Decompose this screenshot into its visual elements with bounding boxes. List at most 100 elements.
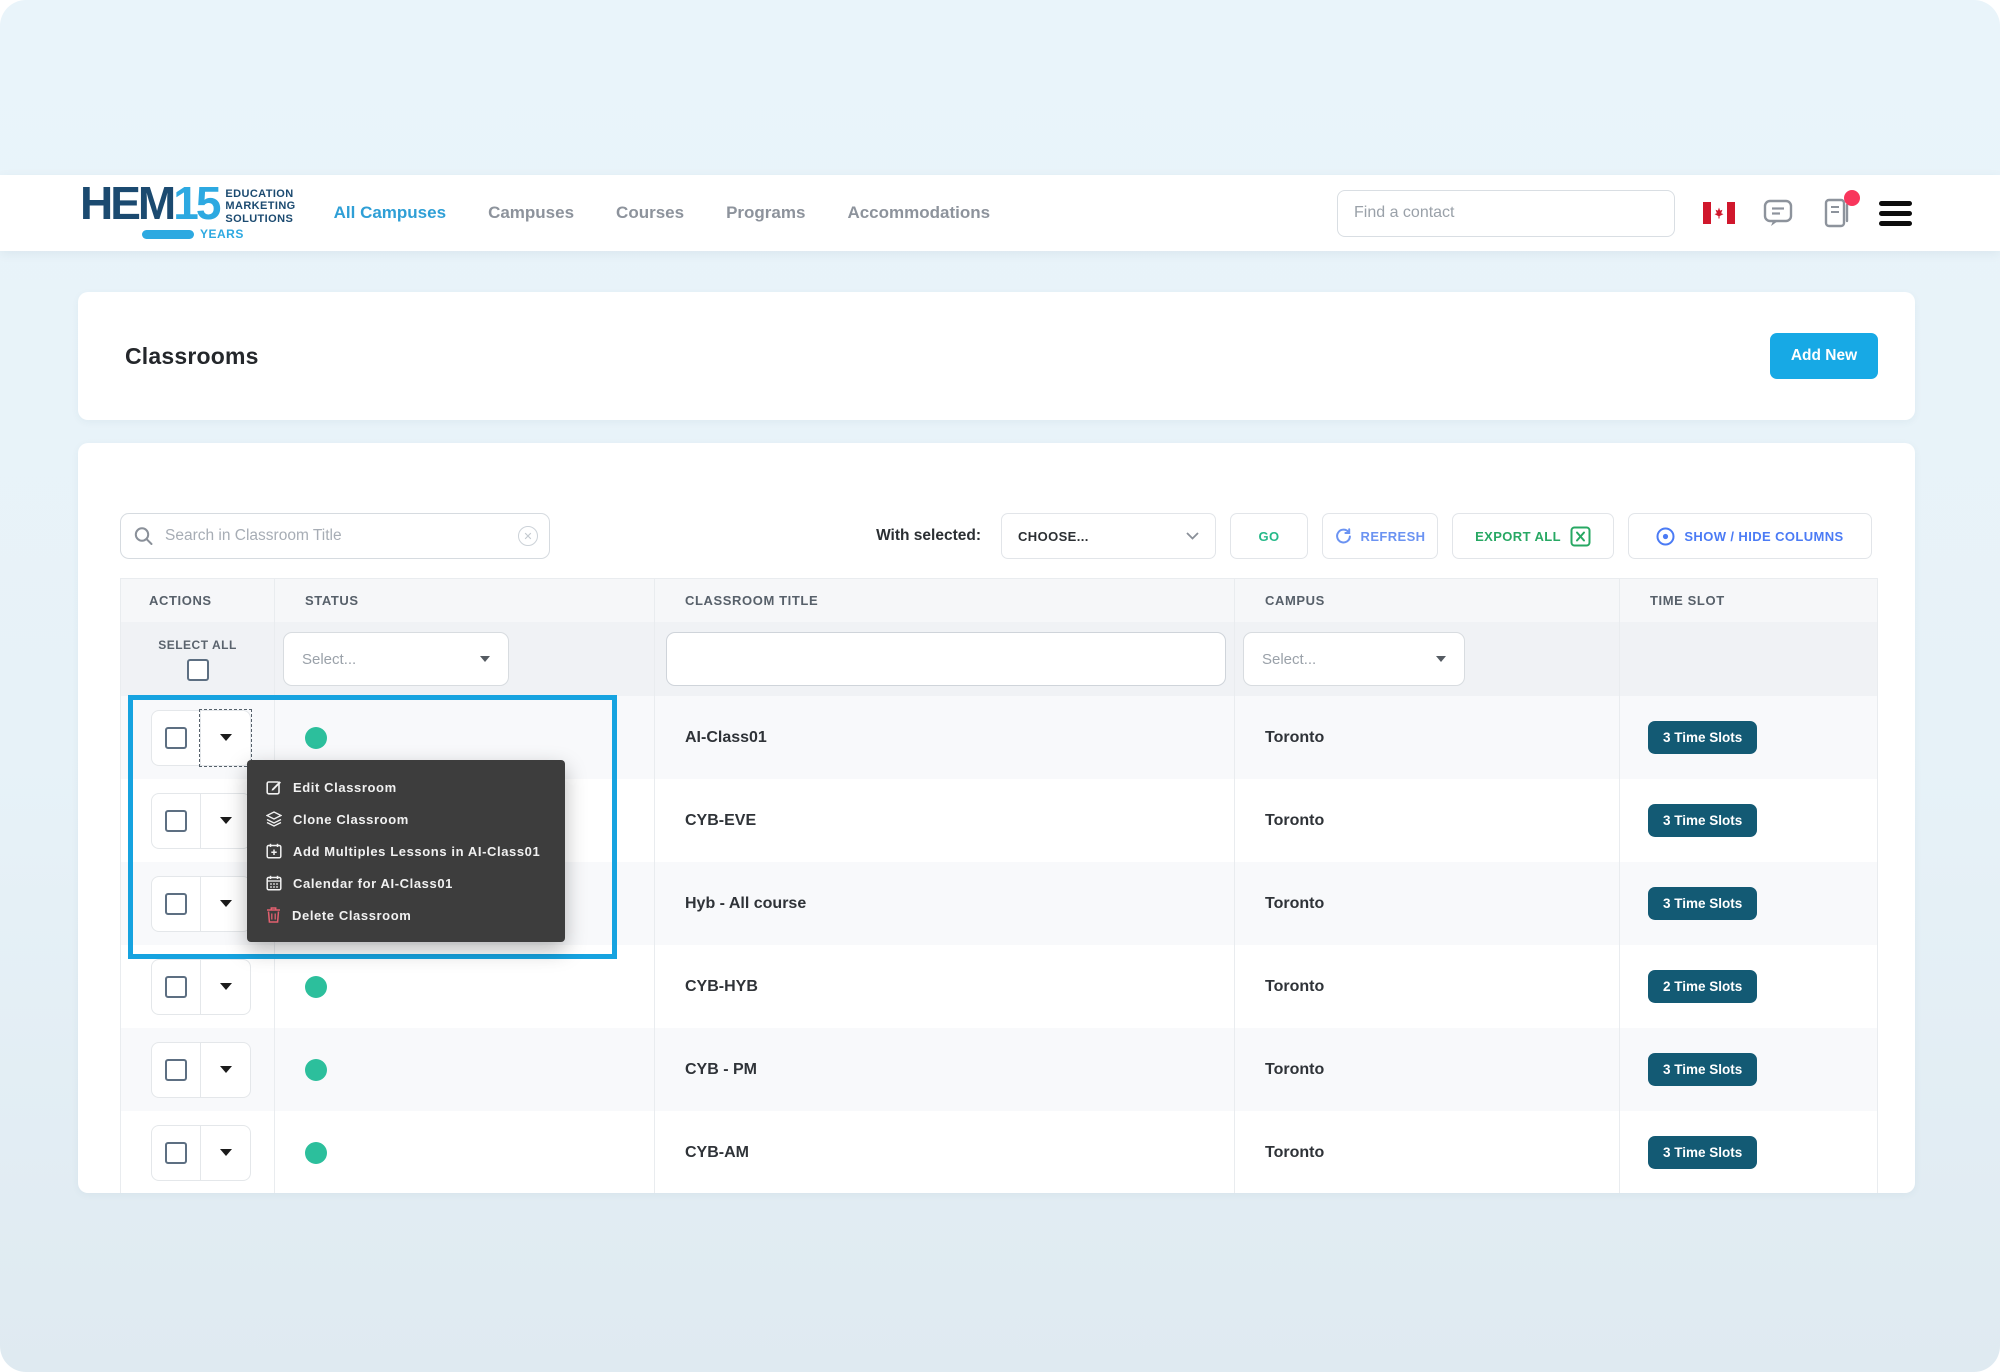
campus-value: Toronto <box>1235 779 1620 862</box>
row-action-group <box>151 875 251 932</box>
add-new-button[interactable]: Add New <box>1770 333 1878 379</box>
caret-down-icon <box>480 656 490 662</box>
row-checkbox[interactable] <box>152 959 201 1014</box>
table-row: CYB-AM Toronto 3 Time Slots <box>120 1111 1878 1193</box>
with-selected-label: With selected: <box>876 527 981 544</box>
caret-down-icon <box>219 900 232 907</box>
col-time-slot: TIME SLOT <box>1620 579 1878 622</box>
col-campus: CAMPUS <box>1235 579 1620 622</box>
chevron-down-icon <box>1186 532 1199 540</box>
caret-down-icon <box>219 734 232 741</box>
menu-calendar[interactable]: Calendar for AI-Class01 <box>247 867 565 899</box>
nav-courses[interactable]: Courses <box>616 203 685 222</box>
caret-down-icon <box>219 1149 232 1156</box>
row-action-group <box>151 1041 251 1098</box>
status-dot-active <box>305 1058 327 1081</box>
edit-icon <box>266 781 281 795</box>
menu-delete-classroom[interactable]: Delete Classroom <box>247 899 565 931</box>
time-slot-badge[interactable]: 3 Time Slots <box>1648 887 1758 920</box>
select-all-checkbox[interactable] <box>186 658 209 681</box>
years-pill <box>142 229 194 239</box>
status-filter-select[interactable]: Select... <box>283 632 509 686</box>
row-checkbox[interactable] <box>152 876 201 931</box>
time-slot-badge[interactable]: 3 Time Slots <box>1648 804 1758 837</box>
table-row: CYB - PM Toronto 3 Time Slots <box>120 1028 1878 1111</box>
menu-add-multiple-lessons[interactable]: Add Multiples Lessons in AI-Class01 <box>247 835 565 867</box>
row-action-group <box>151 708 252 767</box>
nav-accommodations[interactable]: Accommodations <box>847 203 991 222</box>
time-slot-badge[interactable]: 3 Time Slots <box>1648 721 1758 754</box>
classrooms-card: ✕ With selected: CHOOSE... GO REFRESH <box>78 443 1915 1193</box>
refresh-button[interactable]: REFRESH <box>1322 513 1438 559</box>
search-icon <box>134 527 153 546</box>
chat-icon[interactable] <box>1763 199 1793 227</box>
bulk-action-select[interactable]: CHOOSE... <box>1001 513 1216 559</box>
eye-toggle-icon <box>1656 527 1675 545</box>
row-actions-dropdown[interactable] <box>201 794 250 848</box>
caret-down-icon <box>1436 656 1446 662</box>
row-actions-dropdown[interactable] <box>201 960 250 1014</box>
show-hide-columns-button[interactable]: SHOW / HIDE COLUMNS <box>1628 513 1872 559</box>
export-all-button[interactable]: EXPORT ALL <box>1452 513 1614 559</box>
card-toolbar: ✕ With selected: CHOOSE... GO REFRESH <box>78 443 1915 559</box>
caret-down-icon <box>219 983 232 990</box>
title-filter-input[interactable] <box>666 632 1226 686</box>
calendar-plus-icon <box>266 843 282 859</box>
classroom-search-input[interactable] <box>120 513 550 559</box>
title-card: Classrooms Add New <box>78 292 1915 420</box>
row-actions-dropdown[interactable] <box>201 1126 250 1180</box>
go-button[interactable]: GO <box>1230 513 1308 559</box>
main-nav: All Campuses Campuses Courses Programs A… <box>334 203 990 223</box>
classroom-title: CYB - PM <box>655 1028 1235 1111</box>
nav-campuses[interactable]: Campuses <box>488 203 575 222</box>
row-action-group <box>151 1124 251 1181</box>
campus-filter-select[interactable]: Select... <box>1243 632 1465 686</box>
excel-icon <box>1570 526 1591 546</box>
row-actions-context-menu: Edit Classroom Clone Classroom Add Multi… <box>247 760 565 942</box>
row-action-group <box>151 958 251 1015</box>
logo-tagline: EDUCATION MARKETING SOLUTIONS <box>225 187 296 225</box>
nav-all-campuses[interactable]: All Campuses <box>333 203 447 222</box>
trash-icon <box>267 907 280 923</box>
clear-search-icon[interactable]: ✕ <box>518 526 538 546</box>
notification-badge <box>1844 190 1860 206</box>
top-navbar: HEM15 EDUCATION MARKETING SOLUTIONS YEAR… <box>0 175 2000 251</box>
col-status: STATUS <box>275 579 655 622</box>
classrooms-table: ACTIONS STATUS CLASSROOM TITLE CAMPUS TI… <box>120 578 1878 1193</box>
refresh-icon <box>1335 527 1351 543</box>
contacts-icon[interactable] <box>1821 190 1860 229</box>
calendar-icon <box>266 875 282 891</box>
campus-value: Toronto <box>1235 862 1620 945</box>
row-actions-dropdown[interactable] <box>201 1043 250 1097</box>
logo-wordmark: HEM15 <box>80 176 221 229</box>
menu-clone-classroom[interactable]: Clone Classroom <box>247 803 565 835</box>
row-checkbox[interactable] <box>152 1042 201 1097</box>
classroom-title: CYB-AM <box>655 1111 1235 1193</box>
status-dot-active <box>305 1141 327 1164</box>
brand-logo[interactable]: HEM15 EDUCATION MARKETING SOLUTIONS YEAR… <box>80 176 296 242</box>
menu-edit-classroom[interactable]: Edit Classroom <box>247 771 565 803</box>
table-filter-row: SELECT ALL Select... Select... <box>120 622 1878 696</box>
campus-value: Toronto <box>1235 1028 1620 1111</box>
row-checkbox[interactable] <box>152 710 201 765</box>
time-slot-badge[interactable]: 3 Time Slots <box>1648 1136 1758 1169</box>
campus-value: Toronto <box>1235 696 1620 779</box>
row-actions-dropdown[interactable] <box>201 877 250 931</box>
find-contact-input[interactable] <box>1337 189 1675 237</box>
status-dot-active <box>305 975 327 998</box>
classroom-title: CYB-HYB <box>655 945 1235 1028</box>
campus-value: Toronto <box>1235 1111 1620 1193</box>
col-actions: ACTIONS <box>120 579 275 622</box>
clone-icon <box>266 811 282 827</box>
canada-flag-icon[interactable] <box>1703 202 1735 224</box>
caret-down-icon <box>219 1066 232 1073</box>
nav-programs[interactable]: Programs <box>726 203 806 222</box>
row-checkbox[interactable] <box>152 1125 201 1180</box>
row-checkbox[interactable] <box>152 793 201 848</box>
menu-icon[interactable] <box>1879 200 1912 226</box>
classroom-title: CYB-EVE <box>655 779 1235 862</box>
time-slot-badge[interactable]: 3 Time Slots <box>1648 1053 1758 1086</box>
row-actions-dropdown[interactable] <box>199 708 252 767</box>
time-slot-badge[interactable]: 2 Time Slots <box>1648 970 1758 1003</box>
